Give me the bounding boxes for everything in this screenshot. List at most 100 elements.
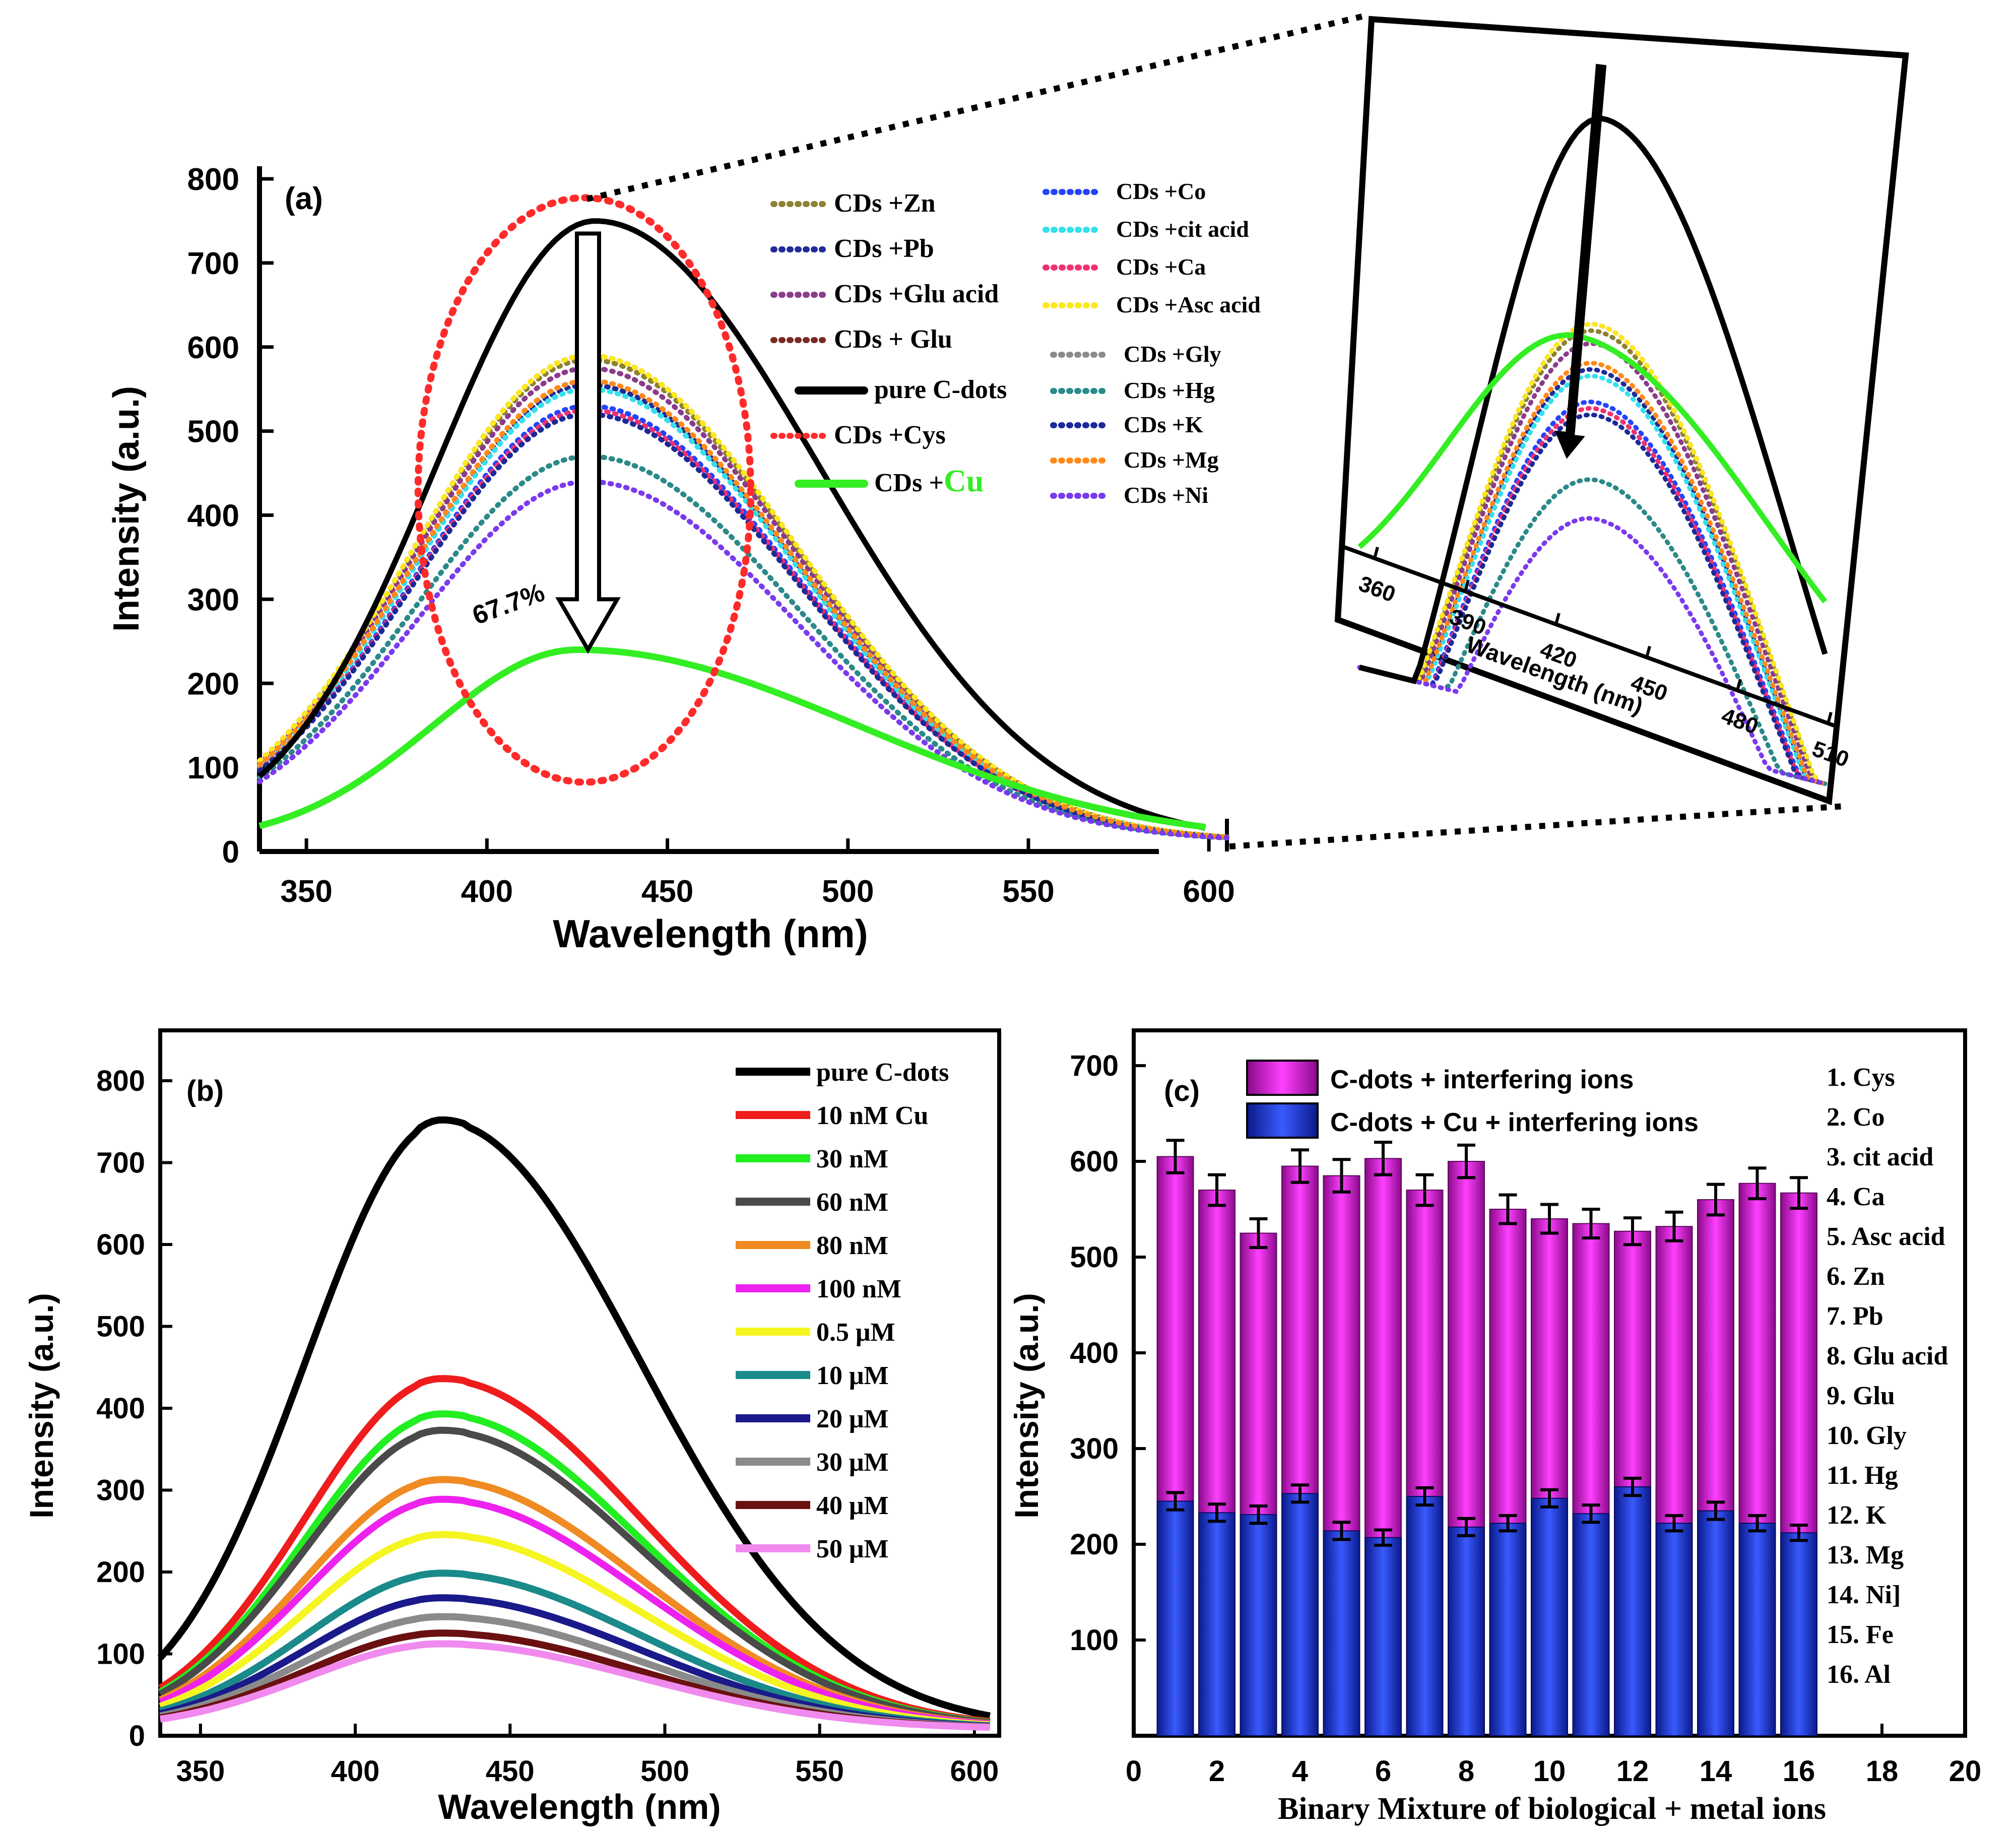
side-list-item: 15. Fe xyxy=(1827,1620,1894,1649)
x-axis-title: Wavelength (nm) xyxy=(438,1787,721,1826)
y-tick-label: 200 xyxy=(96,1556,145,1589)
series-line-60 nM xyxy=(158,1426,991,1727)
bar-cu-3 xyxy=(1240,1514,1277,1737)
legend-label: CDs +Co xyxy=(1116,178,1206,204)
y-tick-label: 600 xyxy=(1070,1145,1119,1178)
series-line-100 nM xyxy=(159,1495,991,1728)
legend-label: 30 μM xyxy=(816,1448,889,1477)
panel-label: (a) xyxy=(285,181,323,216)
x-tick-label: 500 xyxy=(640,1755,689,1788)
series-line-CDs +Glu acid xyxy=(257,365,1229,840)
x-tick-label: 20 xyxy=(1949,1755,1982,1788)
inset-x-tick xyxy=(1827,711,1833,724)
y-tick-label: 600 xyxy=(96,1228,145,1261)
legend-label: 100 nM xyxy=(816,1275,901,1303)
x-tick-label: 600 xyxy=(950,1755,999,1788)
legend-label: CDs +Ca xyxy=(1116,254,1206,280)
y-tick-label: 800 xyxy=(96,1065,145,1097)
legend-label: CDs +Pb xyxy=(834,234,934,263)
legend-label: C-dots + interfering ions xyxy=(1330,1065,1634,1094)
bar-cu-16 xyxy=(1780,1532,1817,1736)
y-tick-label: 700 xyxy=(187,246,239,281)
y-tick-label: 300 xyxy=(187,582,239,617)
y-tick-label: 100 xyxy=(187,751,239,785)
series-line-CDs +Pb xyxy=(257,382,1229,840)
series-line-CDs +Mg xyxy=(257,378,1229,840)
quench-arrow xyxy=(555,231,621,654)
bar-cu-7 xyxy=(1406,1496,1444,1736)
x-axis-title: Wavelength (nm) xyxy=(553,911,868,956)
x-tick-label: 12 xyxy=(1616,1755,1649,1788)
zoom-guide-top xyxy=(586,12,1369,202)
series-line-cu xyxy=(258,646,1206,830)
x-tick-label: 550 xyxy=(1002,874,1054,909)
y-tick-label: 400 xyxy=(187,499,239,534)
side-list-item: 10. Gly xyxy=(1827,1421,1907,1450)
legend-label: 0.5 μM xyxy=(816,1318,895,1347)
legend-label: CDs + Glu xyxy=(834,325,952,354)
side-list-item: 7. Pb xyxy=(1827,1302,1883,1331)
inset-series-CDs +Asc acid xyxy=(1357,321,1828,786)
y-tick-label: 600 xyxy=(187,331,239,365)
x-tick-label: 450 xyxy=(641,874,693,909)
legend-label-suffix: Cu xyxy=(944,464,984,498)
legend-label: CDs +Asc acid xyxy=(1116,292,1261,317)
x-tick-label: 450 xyxy=(486,1755,535,1788)
panel-b: 0 100 200 300 400 500 600 700 800 350 400 450 500 550… xyxy=(23,1028,1001,1826)
y-tick-label: 0 xyxy=(222,835,239,870)
y-tick-label: 500 xyxy=(1070,1241,1119,1274)
y-axis-title: Intensity (a.u.) xyxy=(1008,1293,1045,1518)
side-list-item: 11. Hg xyxy=(1827,1461,1898,1490)
y-tick-label: 500 xyxy=(96,1311,145,1343)
series-line-CDs +Hg xyxy=(257,453,1229,840)
y-tick-label: 700 xyxy=(1070,1050,1119,1082)
x-tick-label: 16 xyxy=(1783,1755,1815,1788)
panel-label: (c) xyxy=(1164,1075,1200,1107)
bar-cu-2 xyxy=(1198,1512,1235,1737)
x-tick-label: 14 xyxy=(1700,1755,1732,1788)
inset-series-CDs +Ca xyxy=(1357,406,1828,786)
x-tick-label: 600 xyxy=(1183,874,1234,909)
side-list-item: 13. Mg xyxy=(1827,1541,1904,1569)
x-tick-label: 400 xyxy=(331,1755,380,1788)
bar-cu-14 xyxy=(1697,1510,1734,1736)
x-tick-label: 350 xyxy=(280,874,332,909)
side-list-item: 3. cit acid xyxy=(1827,1143,1933,1171)
side-list-item: 9. Glu xyxy=(1827,1382,1895,1410)
inset-series-CDs +cit acid xyxy=(1357,373,1828,786)
side-list-item: 1. Cys xyxy=(1827,1063,1895,1092)
series-line-CDs +cit acid xyxy=(257,386,1229,840)
legend-label: 10 μM xyxy=(816,1361,889,1390)
legend-swatch xyxy=(1246,1102,1319,1139)
bar-cu-11 xyxy=(1572,1513,1610,1736)
bar-cu-13 xyxy=(1655,1523,1693,1736)
y-axis-title: Intensity (a.u.) xyxy=(23,1293,60,1518)
x-tick-label: 500 xyxy=(822,874,874,909)
legend-label: 30 nM xyxy=(816,1145,888,1173)
legend-label: CDs +Zn xyxy=(834,189,936,218)
y-tick-label: 0 xyxy=(129,1720,145,1752)
y-tick-label: 300 xyxy=(1070,1432,1119,1465)
series-line-0.5 μM xyxy=(159,1531,991,1729)
series-line-50 μM xyxy=(159,1640,990,1731)
inset-series-CDs +Ni xyxy=(1357,516,1828,786)
series-line-10 nM Cu xyxy=(158,1375,991,1725)
side-list-item: 4. Ca xyxy=(1827,1183,1885,1211)
legend-label: CDs +K xyxy=(1124,412,1203,437)
y-tick-label: 100 xyxy=(1070,1624,1119,1657)
y-tick-label: 800 xyxy=(187,162,239,197)
legend-label: 60 nM xyxy=(816,1188,888,1217)
legend-label: 20 μM xyxy=(816,1405,889,1433)
side-list-item: 12. K xyxy=(1827,1501,1887,1530)
bar-cu-12 xyxy=(1614,1486,1651,1736)
legend-label: 40 μM xyxy=(816,1491,889,1520)
y-axis-title: Intensity (a.u.) xyxy=(106,386,147,632)
bar-cu-5 xyxy=(1323,1530,1360,1736)
legend-label: CDs +Cys xyxy=(834,421,946,449)
series-line-pure-c-dots xyxy=(257,218,1206,831)
inset-x-tick xyxy=(1464,579,1470,592)
legend-label: pure C-dots xyxy=(874,375,1007,404)
cys-ellipse xyxy=(414,194,754,786)
